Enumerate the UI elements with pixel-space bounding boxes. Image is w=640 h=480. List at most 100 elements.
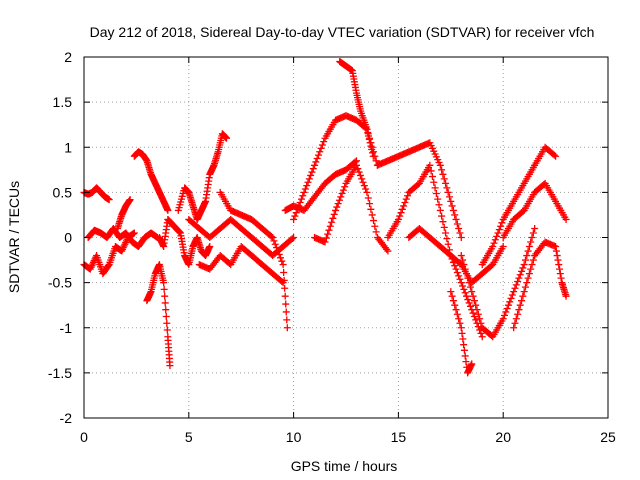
data-point — [428, 173, 436, 181]
data-point — [160, 279, 168, 287]
data-point — [440, 223, 448, 231]
data-point — [527, 238, 535, 246]
y-tick-label: -2 — [60, 410, 73, 426]
data-point — [333, 203, 341, 211]
series-arc-15 — [311, 161, 392, 255]
y-axis-title: SDTVAR / TECUs — [6, 181, 22, 293]
data-point — [525, 243, 533, 251]
data-point — [283, 324, 291, 332]
data-point — [502, 308, 510, 316]
data-point — [451, 301, 459, 309]
data-point — [162, 312, 170, 320]
data-point — [461, 289, 469, 297]
data-point — [457, 234, 465, 241]
data-point — [515, 306, 523, 314]
data-point — [311, 161, 319, 169]
data-point — [366, 200, 374, 208]
x-tick-label: 0 — [80, 429, 88, 445]
data-point — [162, 306, 170, 314]
data-point — [300, 188, 308, 196]
data-point — [501, 311, 509, 319]
data-point — [469, 309, 477, 317]
data-point — [283, 316, 291, 324]
data-point — [453, 268, 461, 276]
data-point — [161, 299, 169, 307]
data-point — [460, 261, 468, 269]
data-point — [280, 276, 288, 284]
data-point — [453, 310, 461, 318]
data-point — [464, 296, 472, 304]
series-arc-22 — [499, 179, 570, 241]
data-point — [455, 315, 463, 323]
data-point — [355, 168, 363, 176]
data-point — [426, 161, 434, 169]
data-point — [463, 292, 471, 300]
series-arc-10 — [195, 243, 287, 287]
y-tick-label: 0 — [64, 230, 72, 246]
series-arc-16 — [373, 139, 465, 241]
data-point — [352, 161, 360, 169]
data-point — [160, 285, 168, 293]
series-arc-4 — [114, 196, 134, 232]
data-point — [104, 262, 112, 270]
data-point — [499, 315, 507, 323]
data-point — [518, 297, 526, 305]
data-point — [372, 228, 380, 236]
data-point — [472, 301, 480, 309]
data-point — [164, 206, 172, 214]
data-point — [370, 217, 378, 225]
data-point — [332, 206, 340, 214]
data-point — [529, 229, 537, 237]
data-point — [466, 283, 474, 291]
data-point — [372, 157, 380, 165]
data-point — [456, 319, 464, 327]
data-point — [443, 235, 451, 243]
data-point — [452, 265, 460, 273]
x-axis-title: GPS time / hours — [291, 458, 398, 474]
data-point — [105, 196, 113, 204]
series-arc-8 — [174, 130, 231, 223]
data-point — [303, 182, 311, 190]
series-arc-14 — [336, 58, 377, 160]
data-point — [499, 243, 507, 251]
data-point — [163, 326, 171, 334]
series-arc-23 — [510, 238, 570, 332]
data-point — [277, 254, 284, 262]
data-point — [371, 222, 379, 230]
data-point — [384, 247, 392, 255]
data-point — [130, 229, 138, 237]
data-point — [326, 222, 334, 230]
series-arc-13 — [290, 112, 381, 223]
data-point — [334, 200, 342, 208]
y-tick-label: 2 — [64, 49, 72, 65]
data-point — [520, 261, 528, 269]
data-point — [521, 283, 529, 291]
data-point — [511, 284, 519, 292]
data-point — [363, 188, 371, 196]
data-points — [80, 58, 570, 377]
data-point — [341, 183, 349, 191]
data-point — [472, 316, 480, 324]
data-point — [463, 270, 471, 278]
data-point — [489, 243, 497, 251]
data-point — [307, 171, 315, 179]
data-point — [356, 171, 364, 179]
data-point — [223, 134, 231, 142]
data-point — [434, 195, 442, 203]
data-point — [460, 346, 468, 354]
data-point — [439, 170, 447, 178]
data-point — [397, 209, 405, 217]
data-point — [335, 196, 343, 204]
y-tick-label: 1 — [64, 139, 72, 155]
data-point — [339, 186, 347, 194]
data-point — [279, 261, 287, 269]
data-point — [519, 264, 527, 272]
data-point — [529, 256, 537, 264]
data-point — [362, 185, 370, 193]
data-point — [398, 205, 406, 213]
data-point — [552, 247, 560, 255]
data-point — [525, 270, 533, 278]
data-point — [304, 178, 312, 186]
data-point — [166, 362, 174, 370]
data-point — [495, 226, 503, 234]
